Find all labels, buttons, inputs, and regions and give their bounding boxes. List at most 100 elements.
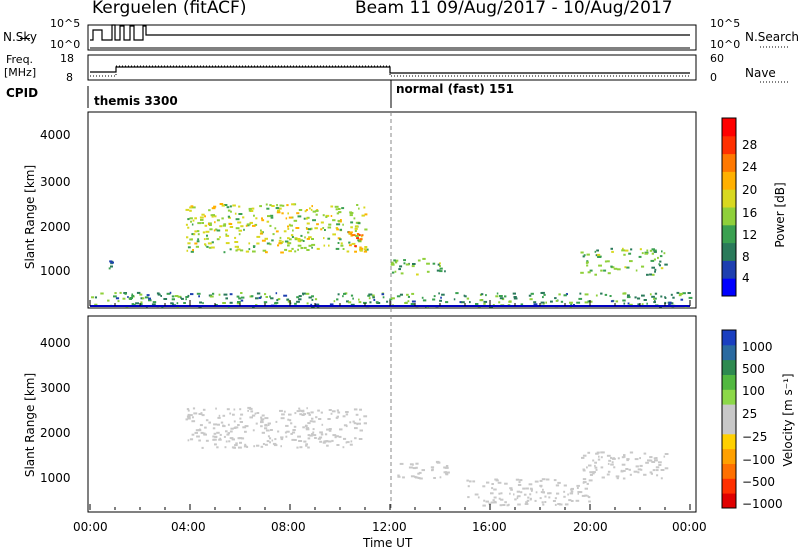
power-marks-cell-0-322 [558,293,561,296]
power-marks-cell-0-53 [199,301,202,304]
power-marks-cell-2-204 [363,250,368,253]
velocity-marks-cell-0-47 [216,431,220,434]
velocity-marks-cell-3-50 [626,458,630,461]
power-marks-cell-2-381 [248,209,251,212]
velocity-marks-cell-3-90 [655,457,658,459]
power-marks-cell-0-129 [584,301,589,304]
velocity-marks-cell-2-178 [483,499,486,502]
velocity-marks-cell-3-9 [586,466,588,469]
velocity-marks-cell-0-109 [187,439,190,442]
vel-cbar-tick-neg100: −100 [742,453,775,467]
velocity-panel-frame [87,315,697,513]
power-marks-cell-2-241 [316,247,320,250]
power-marks-cell-0-420 [218,293,221,296]
power-marks-cell-2-221 [194,230,198,233]
velocity-marks-cell-2-23 [472,480,476,483]
velocity-marks-cell-3-62 [621,456,625,459]
power-marks-cell-5-73 [650,259,655,262]
power-marks-cell-2-203 [245,250,250,253]
power-marks-cell-2-113 [208,209,211,212]
power-marks-cell-0-326 [389,298,393,301]
velocity-marks-cell-2-175 [545,478,550,481]
power-cbar-swatch-5 [722,189,736,208]
power-marks-cell-2-460 [311,246,313,249]
velocity-marks-cell-0-194 [337,411,341,414]
power-marks-cell-2-319 [316,223,319,226]
power-marks-cell-2-10 [303,246,307,249]
velocity-marks-cell-2-3 [570,490,574,493]
power-marks-cell-0-155 [140,303,143,306]
velocity-marks-cell-0-325 [251,414,256,417]
power-marks-cell-2-324 [253,214,255,217]
power-marks-cell-2-108 [203,238,206,241]
power-marks-cell-2-412 [215,228,218,231]
power-marks-cell-2-14 [243,228,245,231]
velocity-marks-cell-2-116 [540,485,543,488]
power-marks-cell-0-232 [139,293,143,296]
velocity-marks-cell-0-69 [239,417,242,420]
power-marks-cell-0-218 [595,294,598,297]
power-marks-cell-2-28 [210,214,213,217]
power-marks-cell-2-22 [348,232,351,235]
velocity-marks-cell-0-382 [336,415,339,418]
power-marks-cell-3-16 [351,234,356,237]
power-marks-cell-2-110 [271,205,275,207]
velocity-marks-cell-2-0 [558,503,563,506]
vel-cbar-tick-neg500: −500 [742,475,775,489]
freq-label: Freq. [6,53,34,66]
power-marks-cell-1-5 [110,265,113,268]
power-marks-cell-0-210 [350,303,355,306]
velocity-marks-cell-0-88 [302,426,305,429]
power-marks-cell-0-216 [604,293,608,296]
power-marks-cell-0-260 [174,295,179,297]
velocity-marks-cell-2-11 [534,480,539,483]
power-marks-cell-4-28 [403,262,406,265]
velocity-marks-cell-2-26 [563,484,567,487]
power-marks-cell-0-188 [455,292,459,295]
velocity-marks-cell-0-311 [312,431,315,434]
power-marks-cell-0-80 [358,298,360,301]
velocity-marks-cell-2-169 [587,495,589,498]
velocity-marks-cell-3-31 [639,464,643,467]
velocity-marks-cell-2-152 [548,492,552,495]
power-marks-cell-2-34 [208,246,212,249]
power-marks-cell-0-72 [113,295,117,298]
power-marks-cell-0-311 [475,303,479,305]
velocity-marks-cell-0-387 [277,430,280,433]
power-marks-cell-4-2 [416,273,419,276]
xtick-00-end: 00:00 [672,520,707,534]
power-marks-cell-0-107 [459,301,462,304]
power-marks-cell-0-368 [148,297,151,300]
velocity-marks-cell-0-207 [203,433,207,436]
velocity-marks-cell-0-150 [331,439,334,442]
power-marks-cell-2-49 [332,233,336,236]
power-marks-cell-0-189 [441,293,445,296]
power-marks-cell-0-332 [513,296,517,298]
power-marks-cell-5-27 [659,255,663,258]
velocity-marks-cell-0-347 [232,413,235,416]
velocity-marks-cell-3-43 [620,469,623,472]
velocity-cbar-swatch-7 [722,389,736,405]
power-marks-cell-2-9 [245,224,248,227]
velocity-marks-cell-0-381 [352,420,355,423]
velocity-marks-cell-0-144 [271,439,274,442]
power-marks-cell-2-360 [197,233,200,236]
velocity-marks-cell-3-26 [650,472,653,475]
power-marks-cell-3-6 [351,242,356,245]
power-marks-cell-2-244 [248,242,251,245]
velocity-marks-cell-0-227 [205,439,209,442]
velocity-marks-cell-0-75 [260,416,263,419]
power-marks-cell-0-83 [256,292,261,295]
power-marks-cell-0-32 [171,295,175,298]
power-marks-cell-0-185 [578,297,583,300]
velocity-marks-cell-0-45 [249,416,253,419]
power-marks-cell-3-19 [359,238,363,241]
power-marks-cell-5-49 [616,268,621,271]
velocity-marks-cell-0-279 [256,412,260,414]
velocity-marks-cell-2-82 [584,494,588,497]
velocity-marks-cell-1-54 [436,461,441,464]
velocity-marks-cell-1-31 [445,473,449,476]
power-cbar-tick-4: 4 [742,271,750,285]
power-marks-cell-0-411 [180,296,182,299]
power-marks-cell-2-162 [289,224,293,227]
